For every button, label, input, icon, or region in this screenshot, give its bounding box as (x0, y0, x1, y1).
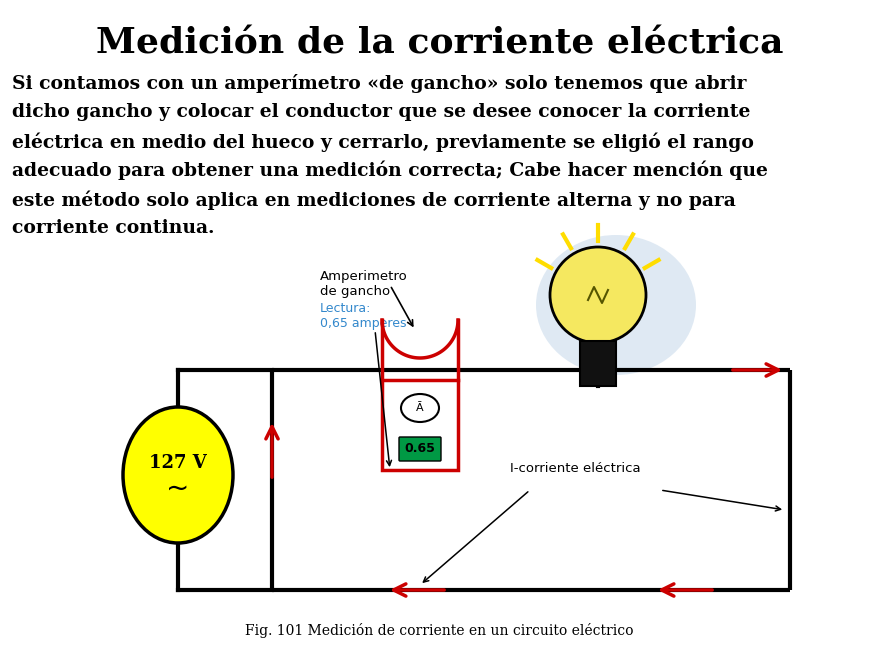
Text: Lectura:
0,65 amperes: Lectura: 0,65 amperes (320, 302, 406, 330)
Text: Si contamos con un amperímetro «de gancho» solo tenemos que abrir: Si contamos con un amperímetro «de ganch… (12, 74, 745, 93)
Ellipse shape (550, 247, 645, 343)
Text: Medición de la corriente eléctrica: Medición de la corriente eléctrica (96, 27, 782, 61)
Text: ~: ~ (166, 475, 190, 503)
Ellipse shape (123, 407, 233, 543)
Text: I-corriente eléctrica: I-corriente eléctrica (509, 462, 640, 475)
FancyBboxPatch shape (399, 437, 441, 461)
Text: corriente continua.: corriente continua. (12, 219, 214, 237)
Text: este método solo aplica en mediciones de corriente alterna y no para: este método solo aplica en mediciones de… (12, 190, 735, 209)
Text: dicho gancho y colocar el conductor que se desee conocer la corriente: dicho gancho y colocar el conductor que … (12, 103, 750, 121)
Bar (579, 341, 615, 386)
Text: 127 V: 127 V (149, 454, 206, 472)
Text: Fig. 101 Medición de corriente en un circuito eléctrico: Fig. 101 Medición de corriente en un cir… (245, 623, 633, 638)
Ellipse shape (536, 235, 695, 375)
Text: eléctrica en medio del hueco y cerrarlo, previamente se eligió el rango: eléctrica en medio del hueco y cerrarlo,… (12, 132, 753, 151)
Text: 0.65: 0.65 (404, 443, 435, 456)
Text: Ā: Ā (415, 403, 423, 413)
Ellipse shape (400, 394, 438, 422)
Text: adecuado para obtener una medición correcta; Cabe hacer mención que: adecuado para obtener una medición corre… (12, 161, 767, 181)
Text: Amperimetro
de gancho: Amperimetro de gancho (320, 270, 407, 298)
Bar (382, 380, 457, 470)
